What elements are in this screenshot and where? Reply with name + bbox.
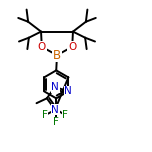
Text: B: B (53, 49, 61, 62)
Text: F: F (62, 110, 68, 120)
Text: F: F (42, 110, 48, 120)
Text: N: N (64, 86, 72, 96)
Text: O: O (68, 42, 76, 52)
Text: N: N (51, 82, 59, 92)
Text: O: O (38, 42, 46, 52)
Text: N: N (51, 105, 59, 115)
Text: F: F (53, 117, 59, 127)
